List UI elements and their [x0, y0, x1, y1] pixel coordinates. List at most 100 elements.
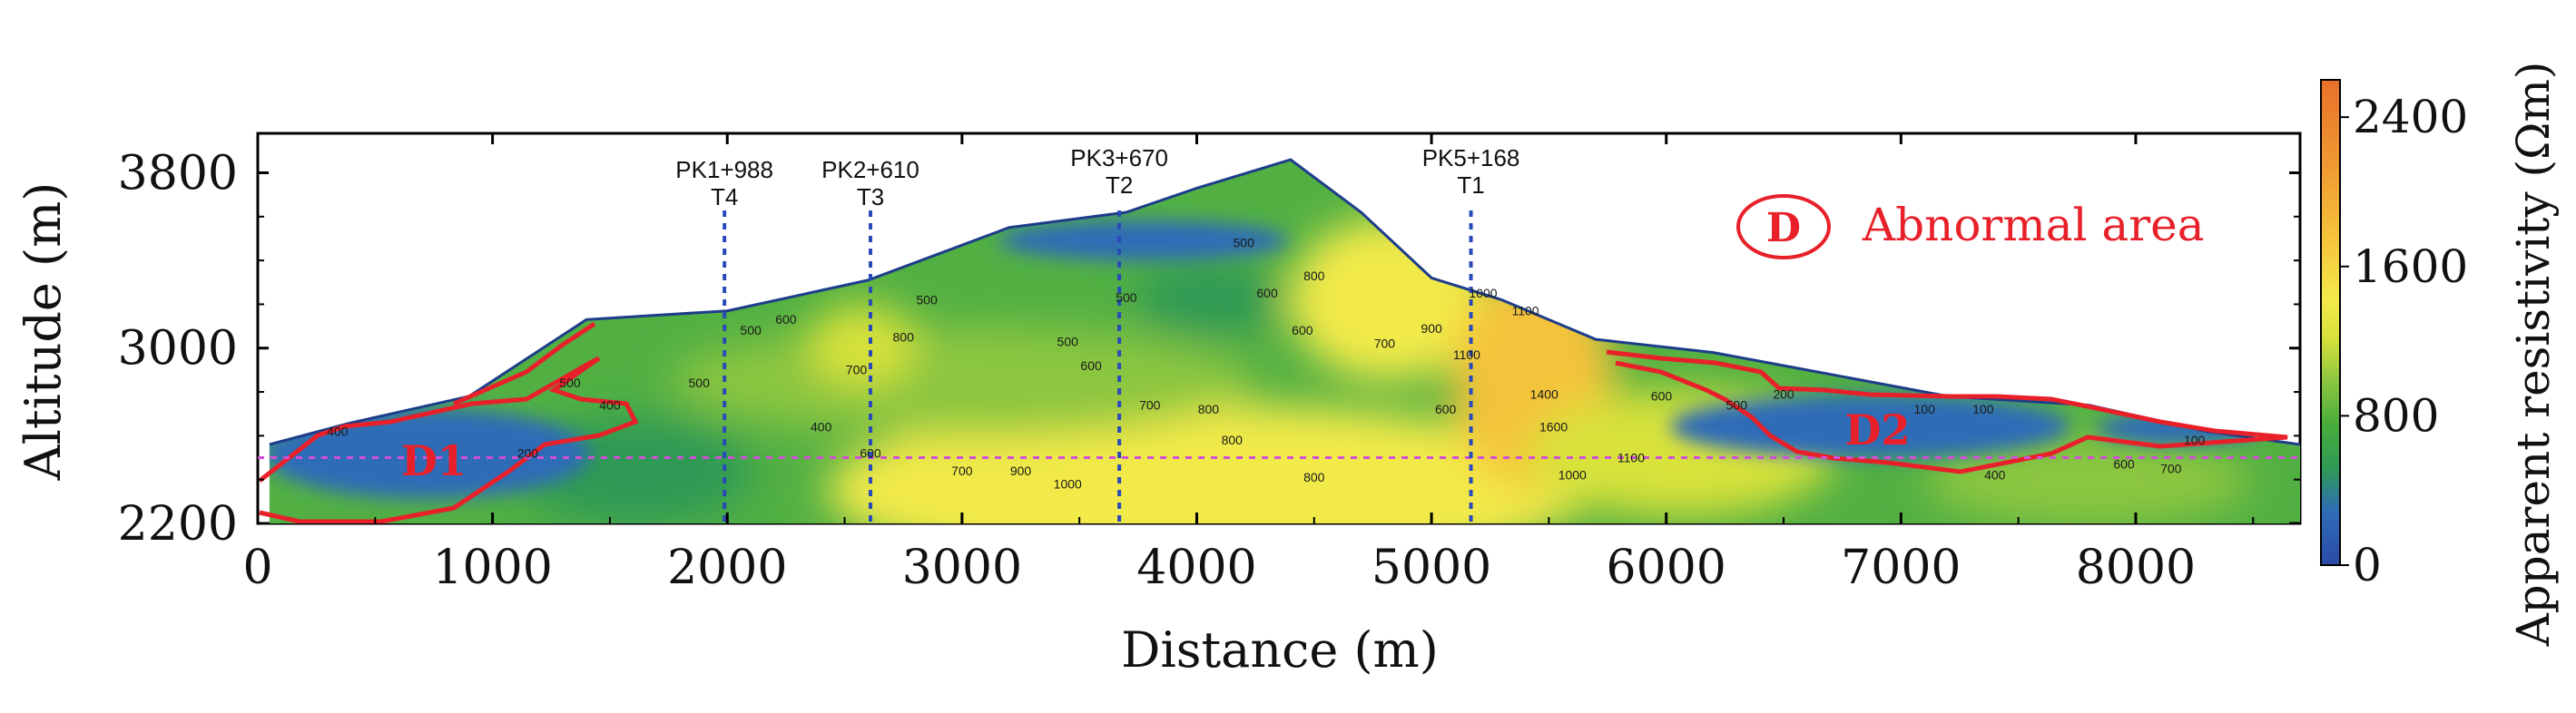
contour-label: 500	[689, 376, 711, 390]
x-axis-ticks: 0 1000 2000 3000 4000 5000 6000 7000 8000	[242, 133, 2255, 595]
section-name-t4: PK1+988	[675, 156, 773, 183]
section-id-t3: T3	[857, 183, 884, 210]
contour-label: 600	[1435, 402, 1457, 416]
y-axis-ticks: 2200 3000 3800	[118, 146, 2300, 552]
section-id-t2: T2	[1106, 171, 1133, 199]
colorbar-title: Apparent resistivity (Ωm)	[2507, 62, 2560, 648]
anomaly-outline-d2	[1606, 349, 2288, 474]
contour-label: 400	[327, 424, 349, 438]
x-tick-label: 1000	[432, 541, 552, 595]
contour-label: 700	[951, 464, 973, 478]
colorbar-ticks: 0 800 1600 2400	[2340, 91, 2468, 591]
contour-label: 500	[559, 376, 581, 390]
y-tick-label: 3800	[118, 146, 238, 200]
anomaly-outlines	[258, 321, 2288, 523]
terrain-surface-line	[269, 158, 2300, 446]
anomaly-outline-d1	[258, 356, 639, 523]
contour-label: 500	[740, 323, 762, 337]
contour-label: 700	[1139, 397, 1161, 412]
x-axis-title: Distance (m)	[1121, 621, 1439, 679]
section-id-t1: T1	[1457, 171, 1484, 199]
contour-label: 1000	[1054, 476, 1082, 491]
anomaly-legend: D Abnormal area	[1736, 194, 2205, 259]
colorbar-tick-label: 800	[2353, 389, 2439, 442]
zone-high-central	[826, 404, 1588, 523]
contour-label: 500	[1116, 290, 1137, 305]
x-tick-label: 7000	[1841, 541, 1961, 595]
x-tick-label: 8000	[2076, 541, 2196, 595]
contour-labels: 400 200 500 400 500 500 400 600 700 600 800 500 700 9…	[327, 236, 2205, 492]
anomaly-legend-symbol-letter: D	[1766, 205, 1801, 251]
contour-label: 800	[1303, 470, 1325, 484]
section-name-t3: PK2+610	[821, 156, 919, 183]
contour-label: 500	[1234, 236, 1255, 250]
x-tick-label: 0	[242, 541, 272, 595]
contour-label: 500	[916, 292, 938, 307]
contour-label: 800	[1198, 402, 1220, 416]
x-tick-label: 4000	[1136, 541, 1256, 595]
x-tick-label: 5000	[1372, 541, 1491, 595]
y-tick-label: 3000	[118, 322, 238, 376]
zone-moderate-mid	[672, 327, 1253, 435]
anomaly-legend-symbol	[1736, 194, 1831, 259]
colorbar-gradient	[2320, 79, 2341, 566]
x-tick-label: 3000	[902, 541, 1022, 595]
contour-label: 1400	[1530, 386, 1558, 401]
contour-label: 500	[1726, 397, 1748, 412]
zone-green-ridge	[1135, 263, 1280, 336]
zone-low-ridge-cap	[998, 220, 1289, 260]
contour-label: 600	[1080, 358, 1102, 373]
contour-label: 1000	[1558, 468, 1587, 483]
y-tick-label: 2200	[118, 497, 238, 552]
contour-label: 800	[893, 329, 915, 344]
contour-label: 1600	[1539, 420, 1568, 435]
colorbar-tick-label: 2400	[2353, 91, 2468, 143]
zone-high-west	[808, 304, 917, 386]
contour-label: 600	[775, 312, 797, 327]
contour-label: 1100	[1511, 304, 1539, 318]
y-axis-title: Altitude (m)	[15, 182, 72, 482]
x-tick-label: 6000	[1607, 541, 1726, 595]
contour-label: 800	[1222, 433, 1244, 447]
contour-label: 700	[846, 363, 868, 377]
zone-low-d2	[1670, 395, 2070, 458]
contour-label: 600	[1256, 286, 1278, 300]
section-name-t2: PK3+670	[1070, 144, 1168, 171]
colorbar-tick-label: 0	[2353, 539, 2382, 591]
contour-label: 500	[1057, 334, 1079, 348]
contour-label: 100	[1914, 402, 1936, 416]
contour-label: 600	[1651, 389, 1673, 404]
resistivity-field	[269, 158, 2300, 523]
contour-label: 400	[1984, 468, 2006, 483]
contour-label: 1100	[1617, 450, 1645, 464]
colorbar: 0 800 1600 2400 Apparent resistivity (Ωm)	[2320, 62, 2560, 648]
section-name-t1: PK5+168	[1422, 144, 1520, 171]
anomaly-legend-text: Abnormal area	[1862, 199, 2205, 251]
contour-label: 600	[1292, 323, 1313, 337]
contour-label: 400	[811, 420, 832, 435]
contour-label: 600	[2113, 457, 2135, 472]
contour-label: 800	[1303, 269, 1325, 283]
contour-label: 100	[2184, 433, 2206, 447]
anomaly-label-d2: D2	[1845, 405, 1911, 454]
anomaly-labels: D1 D2	[401, 405, 1910, 485]
section-id-t4: T4	[711, 183, 738, 210]
contour-label: 1100	[1453, 347, 1480, 362]
contour-label: 1000	[1469, 286, 1497, 300]
zone-low-d1	[269, 408, 590, 499]
colorbar-tick-label: 1600	[2353, 240, 2468, 293]
contour-label: 700	[1374, 337, 1396, 351]
contour-label: 700	[2160, 461, 2182, 475]
contour-label: 100	[1972, 402, 1994, 416]
anomaly-label-d1: D1	[401, 436, 467, 485]
contour-label: 400	[599, 397, 621, 412]
x-tick-label: 2000	[667, 541, 787, 595]
contour-label: 600	[860, 446, 881, 461]
contour-label: 200	[1773, 386, 1794, 401]
